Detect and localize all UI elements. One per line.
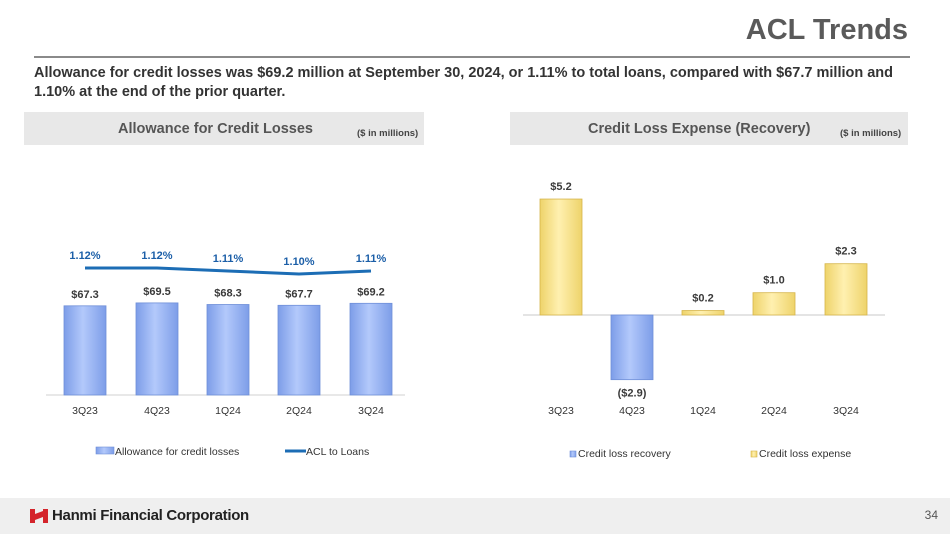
acl-value-label: $67.7 xyxy=(285,288,313,300)
right-panel-header: Credit Loss Expense (Recovery) ($ in mil… xyxy=(510,112,908,145)
acl-chart: $67.3 3Q23 $69.5 4Q23 $68.3 1Q24 $67.7 2Q24 $69.… xyxy=(46,250,405,458)
right-panel-units: ($ in millions) xyxy=(840,128,902,139)
legend-label-expense: Credit loss expense xyxy=(759,448,851,460)
expense-bar xyxy=(752,292,796,316)
right-panel-title: Credit Loss Expense (Recovery) xyxy=(588,121,811,137)
acl-bar xyxy=(277,304,321,396)
credit-loss-value-label: ($2.9) xyxy=(618,388,647,400)
x-tick-label: 2Q24 xyxy=(761,405,787,417)
acl-bar xyxy=(206,304,250,396)
left-panel-title: Allowance for Credit Losses xyxy=(118,121,313,137)
credit-loss-value-label: $0.2 xyxy=(692,293,713,305)
acl-bar xyxy=(63,305,107,396)
ratio-label: 1.11% xyxy=(213,253,244,265)
acl-value-label: $68.3 xyxy=(214,288,242,300)
page-title: ACL Trends xyxy=(745,14,908,46)
legend-label-acl: Allowance for credit losses xyxy=(115,446,239,458)
credit-loss-value-label: $5.2 xyxy=(550,181,571,193)
acl-ratio-line xyxy=(85,266,372,276)
credit-loss-chart: $5.2 3Q23 ($2.9) 4Q23 $0.2 1Q24 $1.0 2Q24 $2.3 3Q… xyxy=(523,181,885,460)
x-tick-label: 3Q23 xyxy=(548,405,574,417)
hanmi-logo-icon xyxy=(30,509,48,523)
ratio-label: 1.12% xyxy=(69,250,100,262)
acl-value-label: $67.3 xyxy=(71,289,99,301)
page-number: 34 xyxy=(924,508,938,522)
page-subtitle: Allowance for credit losses was $69.2 mi… xyxy=(34,65,894,100)
x-tick-label: 3Q24 xyxy=(358,405,384,417)
acl-value-label: $69.5 xyxy=(143,286,171,298)
title-divider xyxy=(34,56,910,58)
x-tick-label: 4Q23 xyxy=(144,405,170,417)
ratio-label: 1.12% xyxy=(141,250,172,262)
expense-bar xyxy=(681,310,725,316)
x-tick-label: 3Q24 xyxy=(833,405,859,417)
legend-swatch-acl xyxy=(95,446,115,455)
left-panel-units: ($ in millions) xyxy=(357,128,419,139)
footer: Hanmi Financial Corporation 34 xyxy=(0,498,950,534)
x-tick-label: 3Q23 xyxy=(72,405,98,417)
expense-bar xyxy=(539,198,583,316)
x-tick-label: 2Q24 xyxy=(286,405,312,417)
acl-bar xyxy=(135,302,179,396)
left-panel-header: Allowance for Credit Losses ($ in millio… xyxy=(24,112,424,145)
recovery-bar xyxy=(610,314,654,381)
x-tick-label: 1Q24 xyxy=(690,405,716,417)
credit-loss-value-label: $1.0 xyxy=(763,275,784,287)
ratio-label: 1.10% xyxy=(283,256,314,268)
legend-swatch-expense xyxy=(750,450,758,458)
acl-value-label: $69.2 xyxy=(357,286,385,298)
expense-bar xyxy=(824,263,868,316)
legend-label-recovery: Credit loss recovery xyxy=(578,448,672,460)
x-tick-label: 1Q24 xyxy=(215,405,241,417)
credit-loss-value-label: $2.3 xyxy=(835,246,856,258)
company-name: Hanmi Financial Corporation xyxy=(52,507,249,524)
x-tick-label: 4Q23 xyxy=(619,405,645,417)
legend-label-ratio: ACL to Loans xyxy=(306,446,369,458)
legend-swatch-recovery xyxy=(569,450,577,458)
ratio-label: 1.11% xyxy=(356,253,387,265)
acl-bar xyxy=(349,302,393,396)
